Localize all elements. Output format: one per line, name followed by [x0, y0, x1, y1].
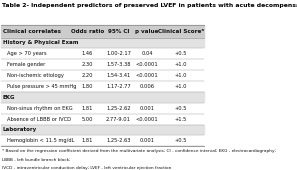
Text: Laboratory: Laboratory — [3, 128, 37, 132]
Bar — [1, 26, 204, 38]
Text: IVCD - intraventricular conduction delay; LVEF - left ventricular ejection fract: IVCD - intraventricular conduction delay… — [2, 166, 171, 170]
Text: 1.81: 1.81 — [82, 106, 93, 111]
Text: Absence of LBBB or IVCD: Absence of LBBB or IVCD — [7, 117, 71, 122]
Text: 1.54-3.41: 1.54-3.41 — [106, 73, 131, 78]
Text: Non-ischemic etiology: Non-ischemic etiology — [7, 73, 64, 78]
Text: Age > 70 years: Age > 70 years — [7, 51, 47, 56]
Text: 95% CI: 95% CI — [108, 29, 129, 34]
Bar — [1, 114, 204, 125]
Text: Non-sinus rhythm on EKG: Non-sinus rhythm on EKG — [7, 106, 73, 111]
Text: 1.17-2.77: 1.17-2.77 — [106, 84, 131, 89]
Text: 2.20: 2.20 — [82, 73, 93, 78]
Text: 1.00-2.17: 1.00-2.17 — [106, 51, 131, 56]
Text: 2.30: 2.30 — [82, 62, 93, 67]
Text: +0.5: +0.5 — [175, 138, 187, 143]
Bar — [1, 81, 204, 92]
Text: Female gender: Female gender — [7, 62, 45, 67]
Text: +1.0: +1.0 — [175, 84, 187, 89]
Text: Clinical Scoreᵃ: Clinical Scoreᵃ — [158, 29, 204, 34]
Bar — [1, 70, 204, 81]
Bar — [1, 92, 204, 103]
Text: Clinical correlates: Clinical correlates — [3, 29, 61, 34]
Text: LBBB - left bundle branch block;: LBBB - left bundle branch block; — [2, 158, 70, 162]
Bar — [1, 135, 204, 146]
Bar — [1, 59, 204, 70]
Text: History & Physical Exam: History & Physical Exam — [3, 40, 78, 45]
Text: Pulse pressure > 45 mmHg: Pulse pressure > 45 mmHg — [7, 84, 77, 89]
Text: 0.001: 0.001 — [140, 106, 154, 111]
Text: +0.5: +0.5 — [175, 51, 187, 56]
Text: 0.04: 0.04 — [141, 51, 153, 56]
Text: Table 2- Independent predictors of preserved LVEF in patients with acute decompe: Table 2- Independent predictors of prese… — [2, 3, 297, 8]
Text: +1.0: +1.0 — [175, 62, 187, 67]
Text: 1.46: 1.46 — [82, 51, 93, 56]
Text: <0.0001: <0.0001 — [136, 73, 158, 78]
Text: EKG: EKG — [3, 95, 15, 100]
Text: 1.57-3.38: 1.57-3.38 — [106, 62, 131, 67]
Text: +0.5: +0.5 — [175, 106, 187, 111]
Text: <0.0001: <0.0001 — [136, 117, 158, 122]
Text: Hemoglobin < 11.5 mg/dL: Hemoglobin < 11.5 mg/dL — [7, 138, 75, 143]
Text: 0.006: 0.006 — [140, 84, 154, 89]
Bar — [1, 48, 204, 59]
Text: Odds ratio: Odds ratio — [71, 29, 104, 34]
Text: 1.80: 1.80 — [82, 84, 93, 89]
Text: +1.0: +1.0 — [175, 73, 187, 78]
Text: 2.77-9.01: 2.77-9.01 — [106, 117, 131, 122]
Bar — [1, 38, 204, 48]
Text: +1.5: +1.5 — [175, 117, 187, 122]
Text: 5.00: 5.00 — [82, 117, 93, 122]
Text: 1.81: 1.81 — [82, 138, 93, 143]
Text: 1.25-2.62: 1.25-2.62 — [106, 106, 131, 111]
Text: 1.25-2.63: 1.25-2.63 — [106, 138, 131, 143]
Text: <0.0001: <0.0001 — [136, 62, 158, 67]
Text: p value: p value — [135, 29, 159, 34]
Bar — [1, 103, 204, 114]
Text: * Based on the regression coefficient derived from the multivariate analysis; CI: * Based on the regression coefficient de… — [2, 149, 276, 153]
Bar — [1, 125, 204, 135]
Text: 0.001: 0.001 — [140, 138, 154, 143]
